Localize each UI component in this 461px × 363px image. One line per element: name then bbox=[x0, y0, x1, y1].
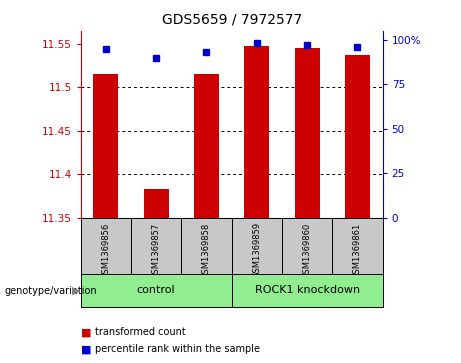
Bar bbox=[131, 218, 181, 274]
Bar bbox=[181, 218, 231, 274]
Bar bbox=[345, 55, 370, 218]
Bar bbox=[143, 189, 169, 218]
Text: percentile rank within the sample: percentile rank within the sample bbox=[95, 344, 260, 354]
Bar bbox=[194, 74, 219, 218]
Text: GSM1369856: GSM1369856 bbox=[101, 222, 110, 278]
Text: GSM1369857: GSM1369857 bbox=[152, 222, 161, 278]
Text: GSM1369861: GSM1369861 bbox=[353, 222, 362, 278]
Text: genotype/variation: genotype/variation bbox=[5, 286, 97, 296]
Text: transformed count: transformed count bbox=[95, 327, 186, 337]
Text: GSM1369858: GSM1369858 bbox=[202, 222, 211, 278]
Bar bbox=[231, 218, 282, 274]
Text: control: control bbox=[137, 285, 176, 295]
Title: GDS5659 / 7972577: GDS5659 / 7972577 bbox=[161, 13, 302, 27]
Bar bbox=[244, 46, 269, 218]
Text: ■: ■ bbox=[81, 344, 91, 354]
Text: ROCK1 knockdown: ROCK1 knockdown bbox=[254, 285, 360, 295]
Bar bbox=[93, 74, 118, 218]
Bar bbox=[332, 218, 383, 274]
Text: GSM1369860: GSM1369860 bbox=[302, 222, 312, 278]
Text: ▶: ▶ bbox=[72, 286, 80, 296]
Text: GSM1369859: GSM1369859 bbox=[252, 222, 261, 278]
Text: ■: ■ bbox=[81, 327, 91, 337]
Bar bbox=[81, 274, 231, 307]
Bar bbox=[295, 48, 320, 218]
Bar bbox=[81, 218, 131, 274]
Bar bbox=[282, 218, 332, 274]
Bar bbox=[231, 274, 383, 307]
